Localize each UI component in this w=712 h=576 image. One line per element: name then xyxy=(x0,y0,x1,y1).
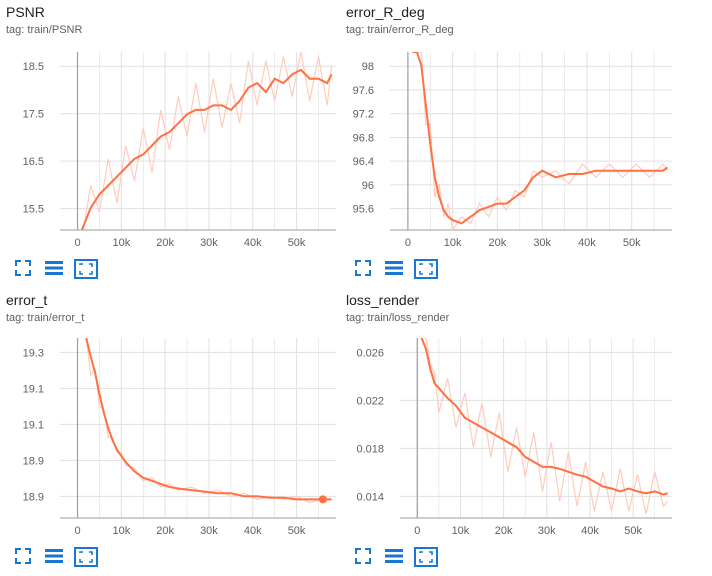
y-tick-label: 98 xyxy=(362,61,374,73)
fullscreen-icon xyxy=(355,260,371,276)
x-tick-label: 40k xyxy=(578,237,596,249)
fit-domain-button[interactable] xyxy=(414,547,438,567)
y-tick-label: 18.9 xyxy=(23,491,44,503)
y-tick-label: 0.014 xyxy=(356,491,384,503)
chart-title: error_R_deg xyxy=(346,4,425,20)
x-tick-label: 10k xyxy=(112,237,130,249)
fit-domain-button[interactable] xyxy=(74,259,98,279)
fit-domain-icon xyxy=(414,547,438,567)
x-tick-label: 0 xyxy=(414,525,420,537)
series-smoothed-line xyxy=(85,338,332,501)
list-icon xyxy=(385,549,403,563)
x-tick-label: 40k xyxy=(244,237,262,249)
chart-card-error-r-deg: error_R_deg tag: train/error_R_deg 0 10k 2… xyxy=(340,0,696,288)
y-tick-label: 16.5 xyxy=(23,156,44,168)
y-tick-label: 0.026 xyxy=(356,347,384,359)
list-icon xyxy=(45,549,63,563)
x-tick-label: 20k xyxy=(156,525,174,537)
list-icon xyxy=(385,261,403,275)
fit-domain-icon xyxy=(74,547,98,567)
chart-card-psnr: PSNR tag: train/PSNR 0 10k 20k 30k 40k 50k 15.… xyxy=(0,0,356,288)
chart-card-error-t: error_t tag: train/error_t 0 10k 20k 30k 40k… xyxy=(0,288,356,576)
fullscreen-button[interactable] xyxy=(14,547,32,567)
x-tick-label: 0 xyxy=(405,237,411,249)
y-tick-label: 15.5 xyxy=(23,204,44,216)
y-tick-label: 96.4 xyxy=(353,156,374,168)
x-tick-label: 20k xyxy=(495,525,513,537)
chart-plot[interactable]: 0 10k 20k 30k 40k 50k 18.9 18.9 19.1 19.1 19.3 xyxy=(0,288,356,546)
fullscreen-icon xyxy=(15,260,31,276)
series-raw-line xyxy=(412,52,668,230)
x-tick-label: 30k xyxy=(533,237,551,249)
x-tick-label: 50k xyxy=(288,525,306,537)
y-tick-label: 19.3 xyxy=(23,347,44,359)
fullscreen-icon xyxy=(15,548,31,564)
toggle-data-button[interactable] xyxy=(384,547,404,567)
x-tick-label: 50k xyxy=(624,525,642,537)
fullscreen-icon xyxy=(355,548,371,564)
y-tick-label: 0.022 xyxy=(356,395,384,407)
toggle-data-button[interactable] xyxy=(44,259,64,279)
series-smoothed-line xyxy=(412,52,669,225)
y-tick-label: 17.5 xyxy=(23,109,44,121)
x-tick-label: 30k xyxy=(538,525,556,537)
x-tick-label: 10k xyxy=(452,525,470,537)
y-tick-label: 95.6 xyxy=(353,204,374,216)
chart-plot[interactable]: 0 10k 20k 30k 40k 50k 0.014 0.018 0.022 0.026 xyxy=(340,288,696,546)
y-tick-label: 97.2 xyxy=(353,109,374,121)
toggle-data-button[interactable] xyxy=(44,547,64,567)
x-tick-label: 30k xyxy=(200,237,218,249)
fit-domain-button[interactable] xyxy=(74,547,98,567)
fullscreen-button[interactable] xyxy=(354,259,372,279)
series-smoothed-line xyxy=(420,338,668,496)
fit-domain-button[interactable] xyxy=(414,259,438,279)
chart-title: PSNR xyxy=(6,4,45,20)
x-tick-label: 10k xyxy=(112,525,130,537)
chart-plot[interactable]: 0 10k 20k 30k 40k 50k 95.6 96 96.4 96.8 97.2 97.6 98 xyxy=(340,0,696,258)
y-tick-label: 18.9 xyxy=(23,455,44,467)
chart-plot[interactable]: 0 10k 20k 30k 40k 50k 15.5 16.5 17.5 18.5 xyxy=(0,0,356,258)
x-tick-label: 30k xyxy=(200,525,218,537)
y-tick-label: 97.6 xyxy=(353,85,374,97)
list-icon xyxy=(45,261,63,275)
fit-domain-icon xyxy=(74,259,98,279)
chart-card-loss-render: loss_render tag: train/loss_render 0 10k 2… xyxy=(340,288,696,576)
x-tick-label: 40k xyxy=(581,525,599,537)
series-smoothed-line xyxy=(80,68,333,230)
x-tick-label: 0 xyxy=(74,237,80,249)
x-tick-label: 20k xyxy=(489,237,507,249)
x-tick-label: 0 xyxy=(74,525,80,537)
x-tick-label: 20k xyxy=(156,237,174,249)
chart-tag: tag: train/PSNR xyxy=(6,24,83,36)
x-tick-label: 50k xyxy=(288,237,306,249)
series-hover-point xyxy=(318,495,327,504)
y-tick-label: 0.018 xyxy=(356,443,384,455)
chart-tag: tag: train/error_R_deg xyxy=(346,24,454,36)
chart-title: error_t xyxy=(6,292,48,308)
fullscreen-button[interactable] xyxy=(354,547,372,567)
fit-domain-icon xyxy=(414,259,438,279)
series-raw-line xyxy=(82,52,333,230)
y-tick-label: 19.1 xyxy=(23,383,44,395)
x-tick-label: 40k xyxy=(244,525,262,537)
x-tick-label: 10k xyxy=(444,237,462,249)
y-tick-label: 96 xyxy=(362,180,374,192)
y-tick-label: 96.8 xyxy=(353,132,374,144)
chart-tag: tag: train/error_t xyxy=(6,312,85,324)
chart-title: loss_render xyxy=(346,292,420,308)
series-raw-line xyxy=(421,338,669,515)
y-tick-label: 18.5 xyxy=(23,61,44,73)
toggle-data-button[interactable] xyxy=(384,259,404,279)
chart-tag: tag: train/loss_render xyxy=(346,312,450,324)
x-tick-label: 50k xyxy=(623,237,641,249)
fullscreen-button[interactable] xyxy=(14,259,32,279)
y-tick-label: 19.1 xyxy=(23,419,44,431)
